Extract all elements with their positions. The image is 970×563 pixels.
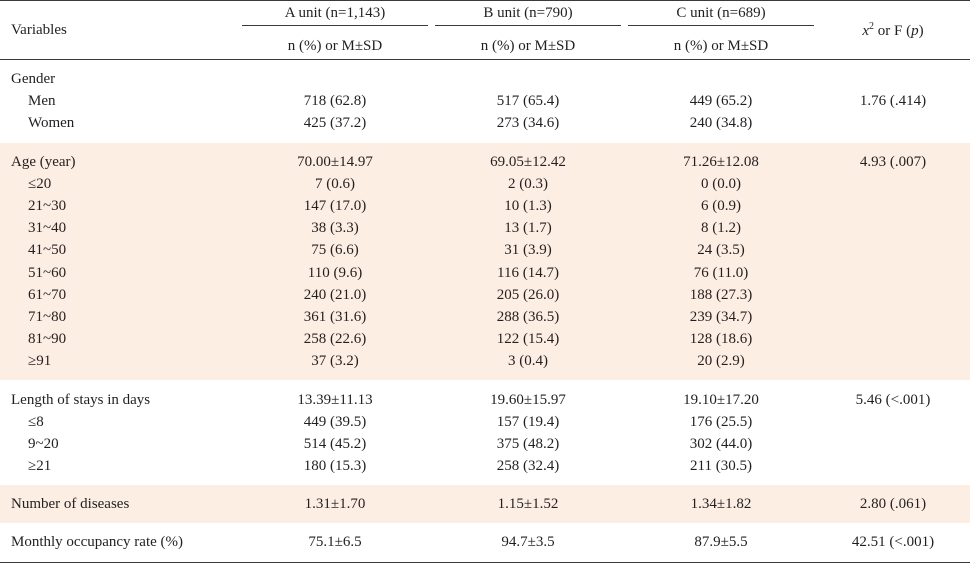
table-row-age-band: 31~40 38 (3.3) 13 (1.7) 8 (1.2)	[0, 217, 970, 240]
table-row-age-band: 41~50 75 (6.6) 31 (3.9) 24 (3.5)	[0, 239, 970, 262]
table-row-length-of-stay: Length of stays in days 13.39±11.13 19.6…	[11, 391, 931, 408]
table-row-age: Age (year) 70.00±14.97 69.05±12.42 71.26…	[0, 150, 970, 173]
subheader-a: n (%) or M±SD	[240, 30, 430, 60]
subheader-b: n (%) or M±SD	[430, 30, 626, 60]
table-row-age-band: 71~80 361 (31.6) 288 (36.5) 239 (34.7)	[0, 305, 970, 329]
header-row-sub: n (%) or M±SD n (%) or M±SD n (%) or M±S…	[0, 30, 970, 60]
header-group-a: A unit (n=1,143)	[240, 1, 430, 31]
table-row-age-band: ≥91 37 (3.2) 3 (0.4) 20 (2.9)	[0, 350, 970, 373]
table-row-los-band: ≤8 449 (39.5) 157 (19.4) 176 (25.5)	[28, 413, 753, 430]
table-row-diseases: Number of diseases 1.31±1.70 1.15±1.52 1…	[0, 493, 970, 516]
table-row-age-band: 21~30 147 (17.0) 10 (1.3) 6 (0.9)	[0, 194, 970, 218]
table-row-los-band: ≥21 180 (15.3) 258 (32.4) 211 (30.5)	[28, 458, 752, 475]
header-statistic: x2 or F (p)	[816, 0, 970, 60]
subheader-c: n (%) or M±SD	[626, 30, 816, 60]
table-row-age-band: 81~90 258 (22.6) 122 (15.4) 128 (18.6)	[0, 328, 970, 351]
table-row-gender: Gender	[11, 71, 56, 88]
table-row-age-band: 51~60 110 (9.6) 116 (14.7) 76 (11.0)	[0, 261, 970, 284]
table-row-men: Men 718 (62.8) 517 (65.4) 449 (65.2) 1.7…	[28, 93, 927, 110]
header-group-c: C unit (n=689)	[626, 1, 816, 31]
table-row-age-band: 61~70 240 (21.0) 205 (26.0) 188 (27.3)	[0, 283, 970, 306]
header-row-groups: Variables A unit (n=1,143) B unit (n=790…	[0, 0, 970, 60]
table-row-women: Women 425 (37.2) 273 (34.6) 240 (34.8)	[28, 115, 753, 132]
table-row-occupancy: Monthly occupancy rate (%) 75.1±6.5 94.7…	[11, 534, 935, 551]
header-variables: Variables	[0, 0, 240, 60]
table-row-los-band: 9~20 514 (45.2) 375 (48.2) 302 (44.0)	[28, 435, 753, 452]
header-group-b: B unit (n=790)	[430, 1, 626, 31]
table-row-age-band: ≤20 7 (0.6) 2 (0.3) 0 (0.0)	[0, 172, 970, 195]
